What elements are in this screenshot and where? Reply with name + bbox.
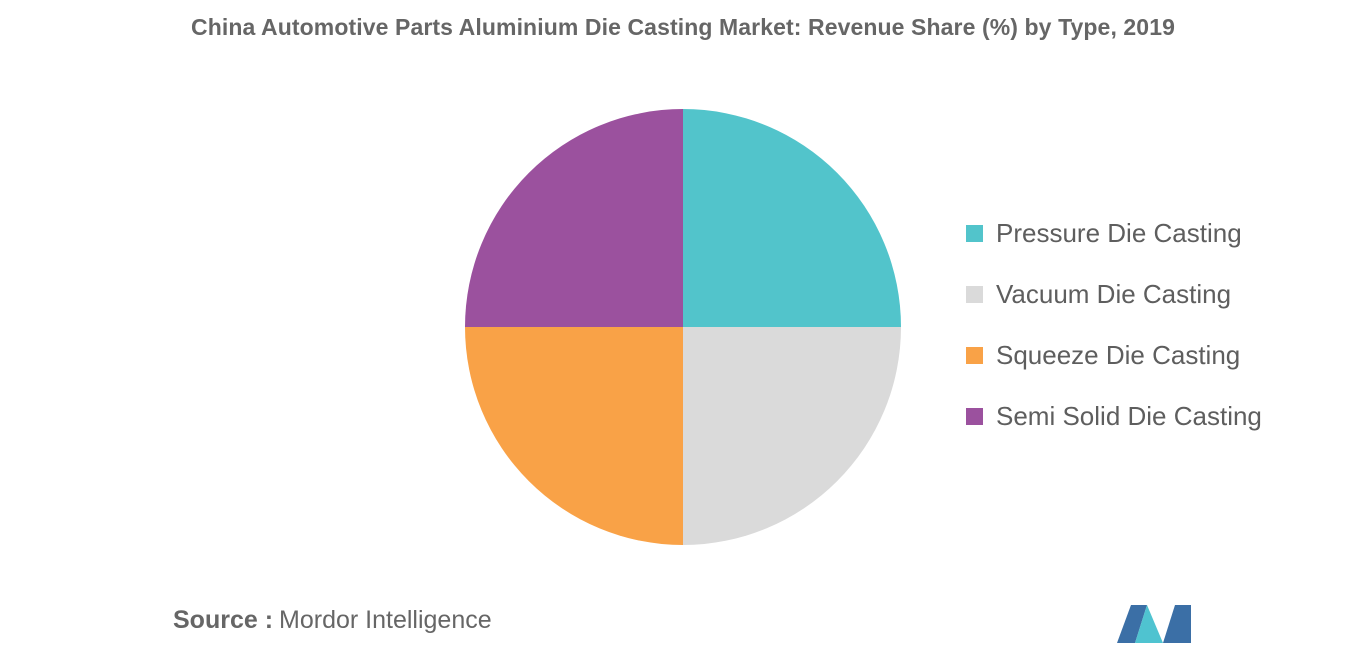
pie-slice-semi-solid-die-casting: [465, 109, 683, 327]
logo-left-shape: [1117, 605, 1147, 643]
pie-slice-squeeze-die-casting: [465, 327, 683, 545]
legend-label-vacuum-die-casting: Vacuum Die Casting: [996, 278, 1232, 309]
legend-item-squeeze-die-casting: Squeeze Die Casting: [966, 316, 1262, 394]
source-note: Source : Mordor Intelligence: [173, 606, 492, 635]
pie-slice-pressure-die-casting: [683, 109, 901, 327]
source-value: Mordor Intelligence: [279, 606, 492, 634]
legend-item-pressure-die-casting: Pressure Die Casting: [966, 194, 1262, 272]
legend-swatch-semi-solid-die-casting: [966, 407, 983, 425]
legend-item-vacuum-die-casting: Vacuum Die Casting: [966, 255, 1262, 333]
chart-title: China Automotive Parts Aluminium Die Cas…: [190, 14, 1175, 40]
logo-right-shape: [1163, 605, 1191, 643]
legend-item-semi-solid-die-casting: Semi Solid Die Casting: [966, 377, 1262, 455]
legend-swatch-squeeze-die-casting: [966, 346, 983, 364]
mordor-intelligence-logo: [1117, 605, 1191, 643]
logo-middle-shape: [1135, 605, 1163, 643]
pie-slice-vacuum-die-casting: [683, 327, 901, 545]
chart-legend: Pressure Die Casting Vacuum Die Casting Sq…: [966, 194, 1262, 455]
source-label: Source :: [173, 606, 274, 634]
legend-swatch-vacuum-die-casting: [966, 285, 983, 303]
legend-label-semi-solid-die-casting: Semi Solid Die Casting: [996, 400, 1262, 431]
legend-swatch-pressure-die-casting: [966, 224, 983, 242]
legend-label-pressure-die-casting: Pressure Die Casting: [996, 217, 1242, 248]
pie-slices: [465, 109, 901, 545]
legend-label-squeeze-die-casting: Squeeze Die Casting: [996, 339, 1241, 370]
